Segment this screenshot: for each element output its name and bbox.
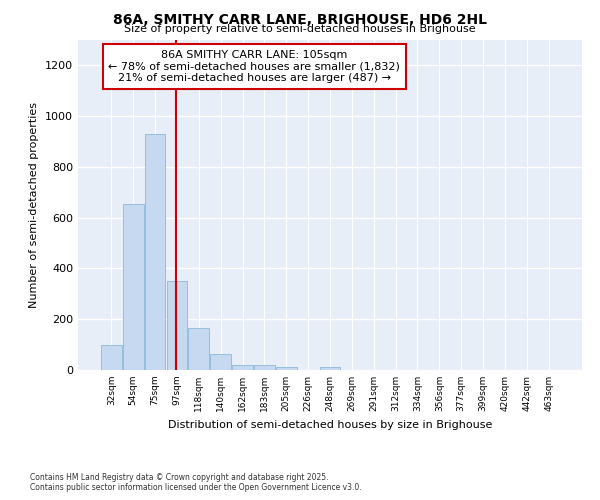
Bar bbox=[276, 368, 296, 370]
Text: 86A SMITHY CARR LANE: 105sqm
← 78% of semi-detached houses are smaller (1,832)
2: 86A SMITHY CARR LANE: 105sqm ← 78% of se… bbox=[109, 50, 400, 83]
X-axis label: Distribution of semi-detached houses by size in Brighouse: Distribution of semi-detached houses by … bbox=[168, 420, 492, 430]
Bar bbox=[232, 365, 253, 370]
Bar bbox=[320, 368, 340, 370]
Y-axis label: Number of semi-detached properties: Number of semi-detached properties bbox=[29, 102, 40, 308]
Bar bbox=[101, 344, 122, 370]
Bar bbox=[210, 354, 231, 370]
Text: Size of property relative to semi-detached houses in Brighouse: Size of property relative to semi-detach… bbox=[124, 24, 476, 34]
Bar bbox=[123, 204, 143, 370]
Text: 86A, SMITHY CARR LANE, BRIGHOUSE, HD6 2HL: 86A, SMITHY CARR LANE, BRIGHOUSE, HD6 2H… bbox=[113, 12, 487, 26]
Bar bbox=[145, 134, 166, 370]
Bar bbox=[188, 328, 209, 370]
Bar bbox=[167, 281, 187, 370]
Bar bbox=[254, 365, 275, 370]
Text: Contains HM Land Registry data © Crown copyright and database right 2025.
Contai: Contains HM Land Registry data © Crown c… bbox=[30, 473, 362, 492]
